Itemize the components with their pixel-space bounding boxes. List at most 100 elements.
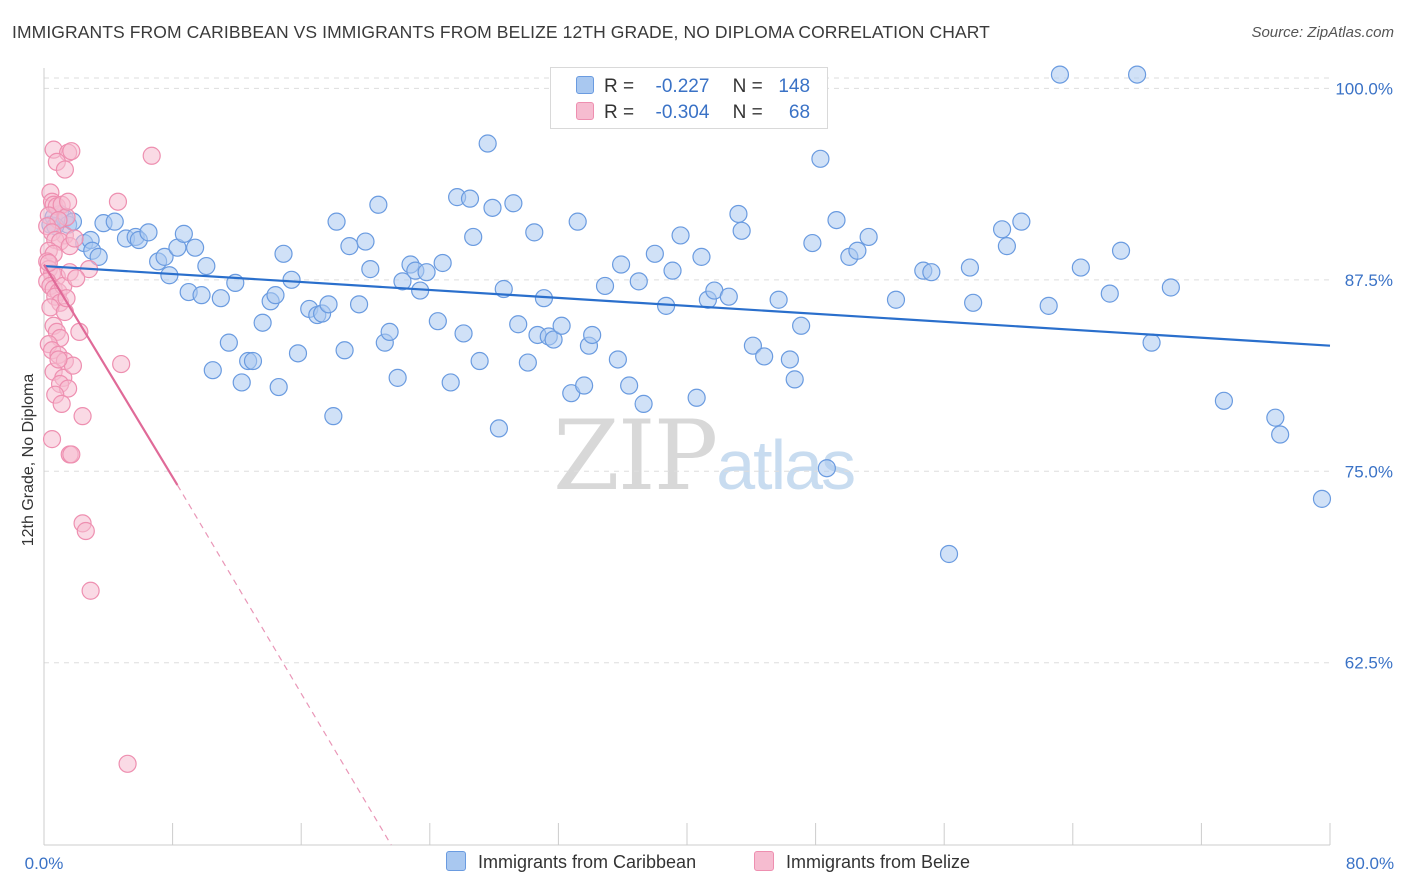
belize-point-67 [49, 350, 68, 369]
caribbean-legend-swatch [446, 851, 466, 872]
belize-point-57 [59, 192, 78, 211]
belize-point-46 [62, 445, 81, 464]
belize-point-58 [108, 192, 128, 211]
y-axis-label: 12th Grade, No Diploma [20, 373, 37, 547]
caribbean-point-73 [509, 315, 528, 334]
caribbean-point-135 [1271, 425, 1290, 444]
caribbean-point-128 [1100, 284, 1119, 303]
y-tick-label-3: 62.5% [1345, 654, 1393, 673]
caribbean-point-33 [253, 313, 272, 332]
belize-trend-dashed [176, 484, 392, 846]
caribbean-point-129 [1111, 241, 1131, 260]
caribbean-point-122 [992, 220, 1012, 239]
caribbean-point-45 [327, 212, 346, 231]
belize-swatch [576, 101, 594, 120]
y-tick-label-0: 100.0% [1335, 79, 1393, 98]
caribbean-point-126 [1050, 65, 1070, 84]
caribbean-point-39 [288, 344, 308, 363]
caribbean-point-118 [922, 263, 941, 282]
caribbean-point-103 [743, 336, 763, 355]
belize-point-50 [118, 754, 137, 773]
caribbean-point-70 [489, 419, 509, 438]
y-tick-label-1: 87.5% [1345, 271, 1393, 290]
caribbean-point-66 [464, 227, 483, 247]
r-label: R = [604, 102, 635, 123]
correlation-legend: R = -0.227 N = 148 R = -0.304 N = 68 [550, 67, 828, 129]
belize-point-44 [42, 430, 62, 449]
caribbean-point-112 [827, 210, 846, 230]
caribbean-point-100 [719, 287, 738, 306]
caribbean-swatch [576, 75, 594, 94]
legend-label-belize: Immigrants from Belize [786, 852, 971, 872]
legend-row-belize: R = -0.304 N = 68 [576, 100, 810, 126]
belize-trend-line [43, 263, 179, 486]
caribbean-point-83 [575, 376, 594, 395]
caribbean-point-23 [186, 238, 205, 257]
caribbean-point-35 [266, 286, 285, 305]
caribbean-point-59 [417, 263, 436, 282]
caribbean-point-68 [478, 134, 497, 153]
legend-item-caribbean[interactable]: Immigrants from Caribbean [446, 851, 697, 873]
caribbean-point-82 [568, 212, 587, 231]
caribbean-point-125 [1039, 296, 1058, 315]
caribbean-point-88 [611, 255, 631, 274]
caribbean-point-97 [692, 247, 711, 266]
caribbean-point-133 [1214, 391, 1234, 410]
caribbean-trend-line [43, 264, 1331, 347]
caribbean-point-36 [269, 377, 288, 397]
legend-label-caribbean: Immigrants from Caribbean [478, 852, 697, 872]
caribbean-point-48 [349, 295, 369, 314]
caribbean-point-119 [939, 544, 959, 564]
caribbean-point-30 [232, 373, 251, 392]
caribbean-point-50 [361, 260, 380, 279]
caribbean-point-79 [544, 330, 563, 349]
caribbean-point-26 [203, 361, 222, 380]
n-value-caribbean: 148 [778, 76, 811, 97]
caribbean-point-72 [504, 194, 523, 213]
caribbean-point-90 [629, 272, 648, 291]
watermark-zip: ZIP [553, 400, 718, 512]
caribbean-point-123 [997, 237, 1016, 256]
caribbean-point-114 [848, 241, 867, 260]
belize-point-49 [81, 581, 100, 600]
n-label: N = [732, 76, 763, 97]
caribbean-point-62 [441, 373, 460, 392]
caribbean-point-10 [89, 247, 108, 266]
caribbean-point-89 [620, 376, 639, 395]
caribbean-point-96 [687, 388, 706, 407]
caribbean-point-54 [388, 368, 407, 387]
caribbean-point-64 [454, 324, 473, 343]
caribbean-point-127 [1071, 258, 1090, 277]
belize-point-53 [62, 142, 81, 161]
caribbean-point-80 [552, 316, 571, 335]
caribbean-point-104 [755, 347, 774, 366]
source-label: Source: ZipAtlas.com [1251, 24, 1394, 41]
caribbean-point-120 [960, 258, 980, 277]
caribbean-point-69 [483, 198, 502, 217]
caribbean-point-91 [634, 394, 653, 413]
belize-point-62 [67, 269, 86, 288]
caribbean-point-43 [319, 295, 338, 314]
caribbean-point-61 [433, 253, 452, 273]
caribbean-point-46 [335, 341, 354, 360]
caribbean-point-108 [792, 316, 811, 335]
caribbean-point-85 [583, 325, 602, 345]
caribbean-point-124 [1012, 212, 1031, 231]
caribbean-point-16 [139, 223, 158, 242]
caribbean-point-28 [219, 333, 238, 352]
legend-row-caribbean: R = -0.227 N = 148 [576, 74, 810, 100]
r-value-belize: -0.304 [655, 102, 710, 123]
caribbean-point-115 [859, 227, 878, 247]
caribbean-point-53 [380, 322, 399, 342]
caribbean-point-101 [729, 204, 748, 224]
chart-title: IMMIGRANTS FROM CARIBBEAN VS IMMIGRANTS … [12, 22, 990, 42]
caribbean-point-60 [428, 312, 447, 331]
legend-item-belize[interactable]: Immigrants from Belize [754, 851, 971, 873]
caribbean-point-132 [1161, 278, 1180, 297]
belize-point-64 [112, 354, 131, 374]
caribbean-point-18 [155, 247, 174, 266]
n-value-belize: 68 [788, 102, 811, 123]
caribbean-point-25 [197, 256, 216, 276]
caribbean-point-24 [192, 286, 211, 305]
